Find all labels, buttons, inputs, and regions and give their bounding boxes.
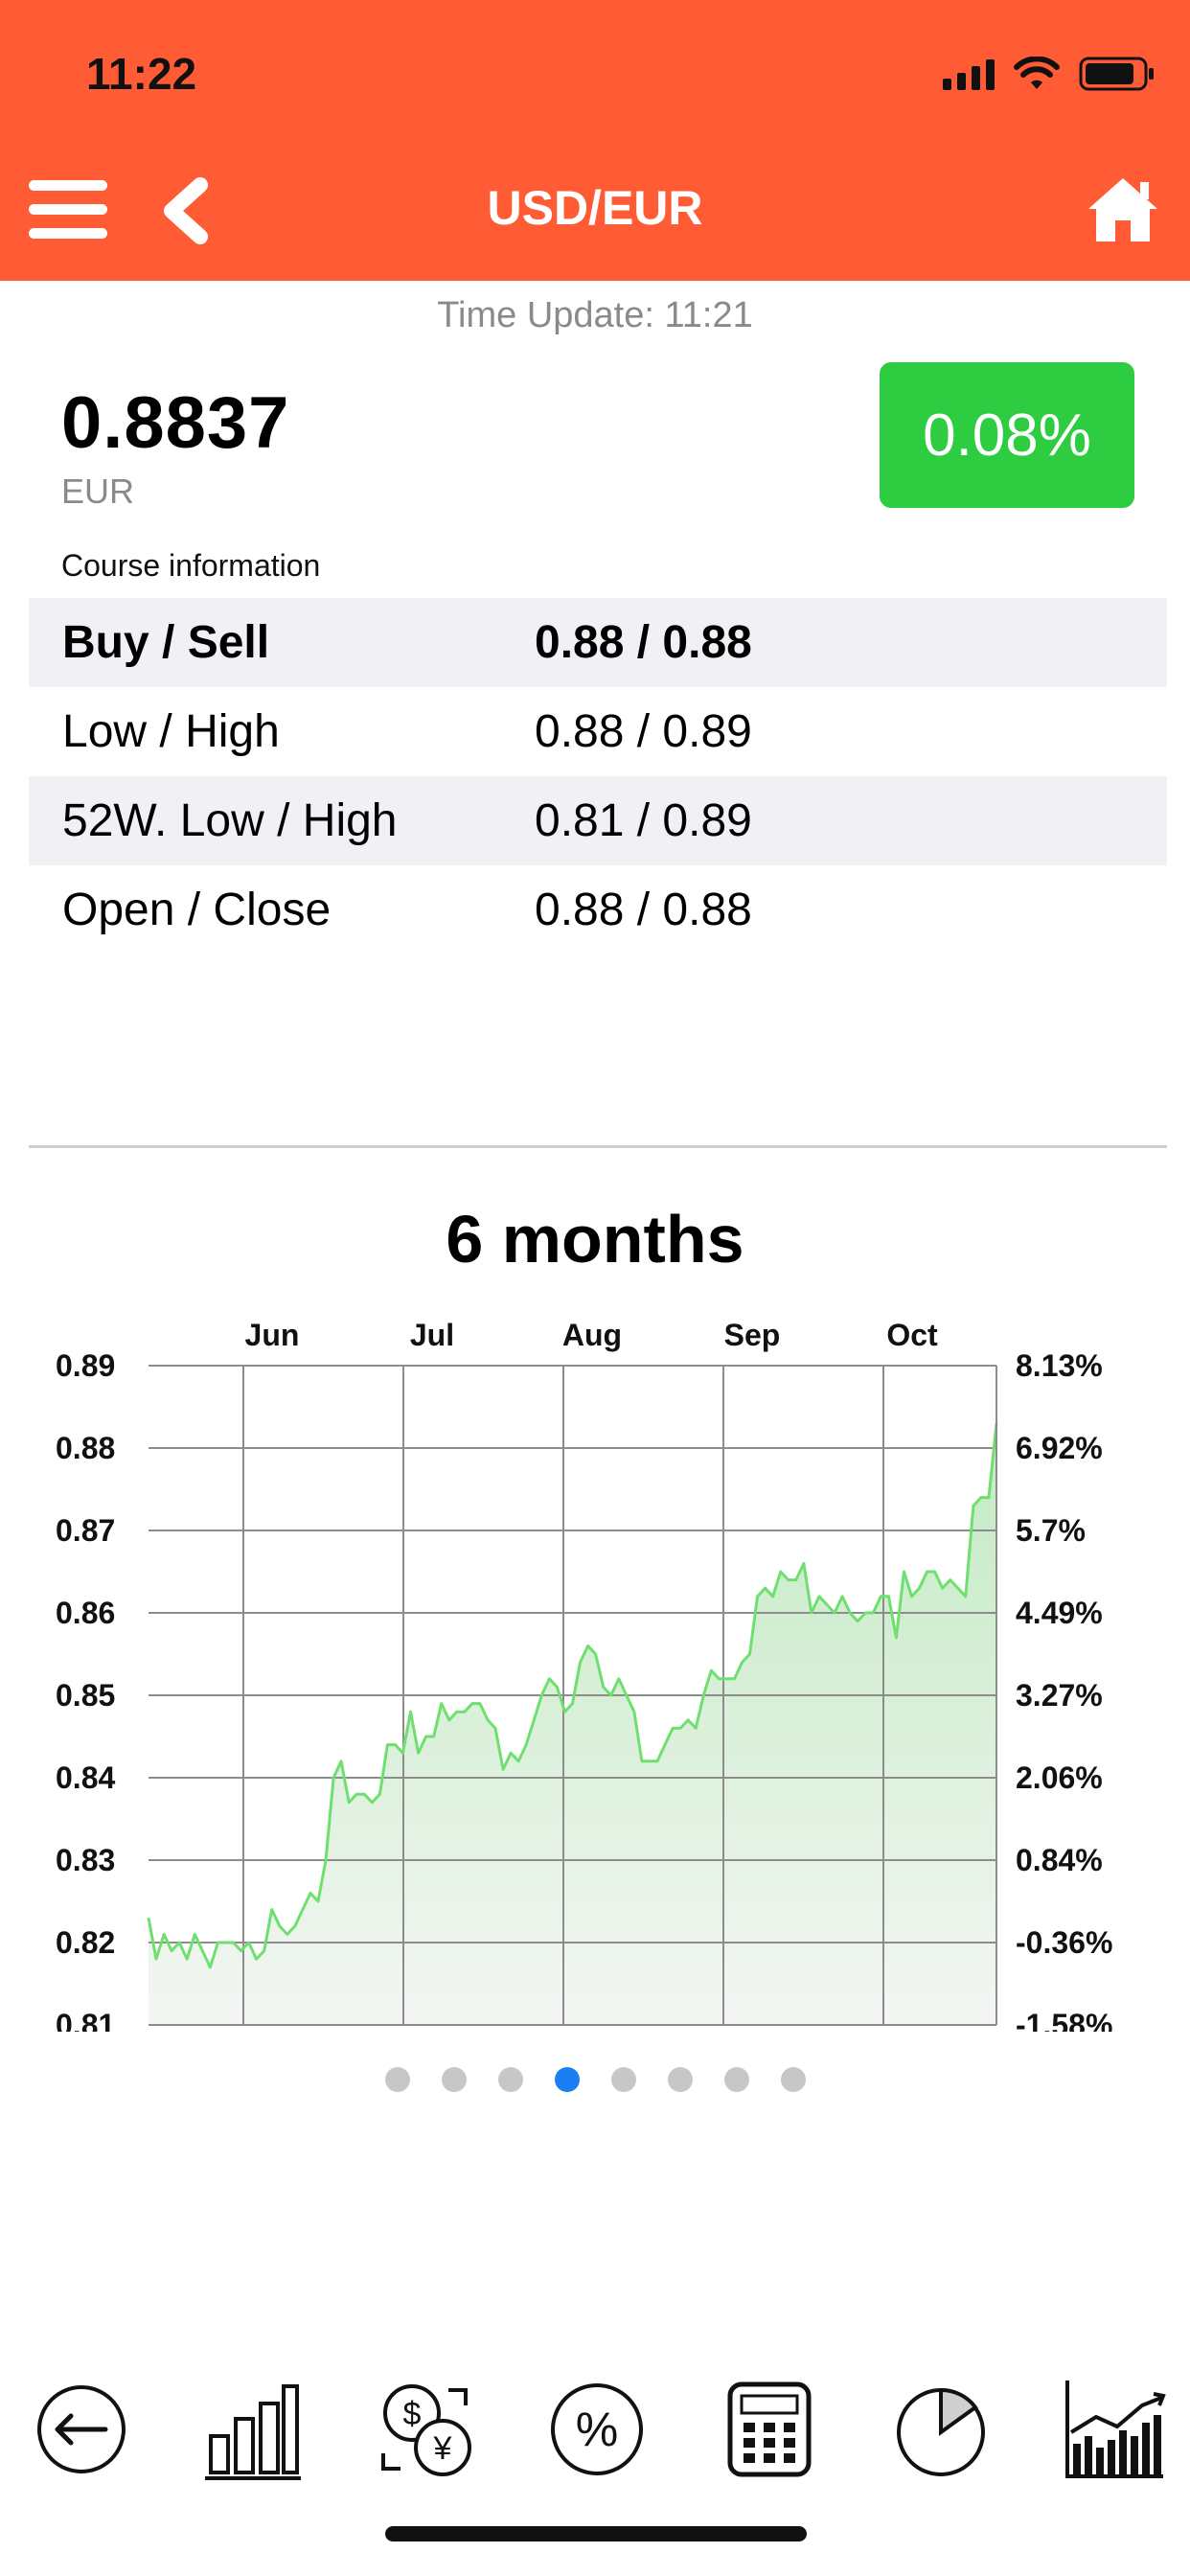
page-dot[interactable]: [667, 2067, 693, 2092]
currency-exchange-icon[interactable]: $ ¥: [374, 2377, 479, 2482]
svg-text:¥: ¥: [433, 2430, 452, 2467]
trend-chart-icon[interactable]: [1062, 2377, 1167, 2482]
x-tick-label: Oct: [886, 1318, 938, 1352]
x-tick-label: Jul: [410, 1318, 454, 1352]
percent-icon[interactable]: %: [544, 2377, 650, 2482]
table-row: Low / High 0.88 / 0.89: [29, 687, 1167, 776]
x-tick-label: Jun: [245, 1318, 300, 1352]
page-dot[interactable]: [384, 2067, 410, 2092]
wifi-icon: [1014, 57, 1060, 89]
row-label: 52W. Low / High: [62, 795, 398, 846]
y-right-tick-label: 5.7%: [1016, 1513, 1086, 1548]
y-right-tick-label: 3.27%: [1016, 1678, 1103, 1713]
y-right-tick-label: -0.36%: [1016, 1925, 1112, 1960]
table-row: Open / Close 0.88 / 0.88: [29, 865, 1167, 954]
y-left-tick-label: 0.83: [56, 1843, 115, 1877]
menu-icon[interactable]: [29, 180, 107, 240]
y-left-tick-label: 0.88: [56, 1431, 115, 1465]
y-right-tick-label: 2.06%: [1016, 1760, 1103, 1795]
status-time: 11:22: [86, 49, 197, 99]
page-dot[interactable]: [441, 2067, 467, 2092]
page-dot[interactable]: [723, 2067, 749, 2092]
page-dot[interactable]: [554, 2067, 580, 2092]
row-value: 0.88 / 0.88: [535, 617, 752, 668]
y-left-tick-label: 0.81: [56, 2008, 115, 2032]
home-icon[interactable]: [1085, 172, 1161, 245]
series-line: [147, 1423, 998, 1969]
chart-title: 6 months: [446, 1202, 744, 1276]
signal-icon: [943, 58, 995, 90]
page-title: USD/EUR: [487, 181, 703, 235]
home-indicator[interactable]: [385, 2526, 807, 2542]
y-left-tick-label: 0.82: [56, 1925, 115, 1960]
x-tick-label: Sep: [724, 1318, 781, 1352]
row-label: Low / High: [62, 706, 280, 757]
time-update: Time Update: 11:21: [437, 295, 753, 335]
x-tick-label: Aug: [562, 1318, 622, 1352]
bottom-toolbar: $ ¥ %: [0, 2377, 1190, 2492]
current-price: 0.8837: [61, 382, 290, 464]
row-value: 0.88 / 0.88: [535, 885, 752, 935]
y-right-tick-label: 6.92%: [1016, 1431, 1103, 1465]
table-row: Buy / Sell 0.88 / 0.88: [29, 598, 1167, 687]
pie-chart-icon[interactable]: [891, 2377, 996, 2482]
currency-label: EUR: [61, 472, 135, 511]
row-label: Buy / Sell: [62, 617, 270, 668]
app-header: 11:22 USD/EUR: [0, 0, 1190, 281]
price-chart[interactable]: 0.89 8.13% 0.88 6.92% 0.87 5.7% 0.86 4.49% 0.85 3…: [0, 1303, 1190, 2032]
course-info-label: Course information: [61, 548, 321, 583]
back-circle-icon[interactable]: [29, 2377, 134, 2482]
chart-svg: 0.89 8.13% 0.88 6.92% 0.87 5.7% 0.86 4.49% 0.85 3…: [56, 1318, 1112, 2032]
calculator-icon[interactable]: [717, 2377, 822, 2482]
svg-text:%: %: [576, 2403, 618, 2456]
y-left-tick-label: 0.87: [56, 1513, 115, 1548]
y-right-tick-label: 0.84%: [1016, 1843, 1103, 1877]
y-right-tick-label: 4.49%: [1016, 1596, 1103, 1630]
page-dot[interactable]: [610, 2067, 636, 2092]
page-indicator[interactable]: [0, 2067, 1190, 2092]
page-dot[interactable]: [497, 2067, 523, 2092]
y-left-tick-label: 0.89: [56, 1348, 115, 1383]
y-right-tick-label: -1.58%: [1016, 2008, 1112, 2032]
y-right-tick-label: 8.13%: [1016, 1348, 1103, 1383]
back-chevron-icon[interactable]: [158, 177, 216, 244]
y-left-tick-label: 0.85: [56, 1678, 115, 1713]
svg-text:$: $: [403, 2396, 422, 2432]
y-left-tick-label: 0.84: [56, 1760, 115, 1795]
y-left-tick-label: 0.86: [56, 1596, 115, 1630]
table-row: 52W. Low / High 0.81 / 0.89: [29, 776, 1167, 865]
series-area: [149, 1423, 996, 2025]
row-value: 0.88 / 0.89: [535, 706, 752, 757]
row-value: 0.81 / 0.89: [535, 795, 752, 846]
battery-icon: [1079, 57, 1154, 91]
course-info-table: Buy / Sell 0.88 / 0.88 Low / High 0.88 /…: [29, 598, 1167, 954]
bar-chart-icon[interactable]: [199, 2377, 305, 2482]
section-divider: [29, 1145, 1167, 1148]
row-label: Open / Close: [62, 885, 332, 935]
page-dot[interactable]: [780, 2067, 806, 2092]
status-icons: [943, 56, 1156, 92]
change-badge: 0.08%: [880, 362, 1134, 508]
